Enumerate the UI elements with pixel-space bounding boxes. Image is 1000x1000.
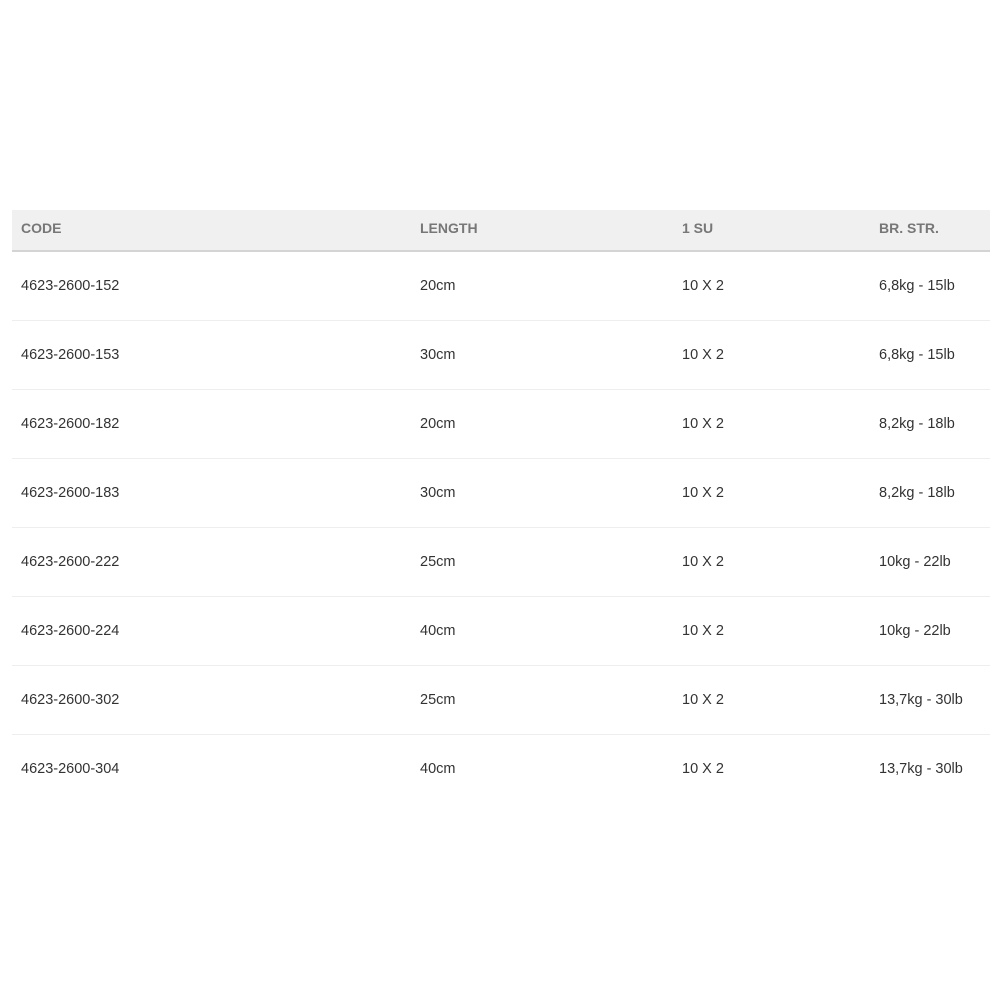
cell-length: 30cm bbox=[420, 485, 456, 501]
cell-code: 4623-2600-152 bbox=[21, 278, 120, 294]
table-header: CODE LENGTH 1 SU BR. STR. bbox=[12, 210, 990, 252]
table-row: 4623-2600-182 20cm 10 X 2 8,2kg - 18lb bbox=[12, 390, 990, 459]
cell-length: 40cm bbox=[420, 623, 456, 639]
cell-breaking-strength: 13,7kg - 30lb bbox=[879, 761, 963, 777]
header-code: CODE bbox=[21, 220, 62, 236]
cell-breaking-strength: 13,7kg - 30lb bbox=[879, 692, 963, 708]
cell-su: 10 X 2 bbox=[682, 347, 724, 363]
cell-code: 4623-2600-153 bbox=[21, 347, 120, 363]
cell-breaking-strength: 8,2kg - 18lb bbox=[879, 416, 955, 432]
table-row: 4623-2600-222 25cm 10 X 2 10kg - 22lb bbox=[12, 528, 990, 597]
table-row: 4623-2600-152 20cm 10 X 2 6,8kg - 15lb bbox=[12, 252, 990, 321]
cell-su: 10 X 2 bbox=[682, 623, 724, 639]
cell-su: 10 X 2 bbox=[682, 278, 724, 294]
table-row: 4623-2600-153 30cm 10 X 2 6,8kg - 15lb bbox=[12, 321, 990, 390]
cell-length: 40cm bbox=[420, 761, 456, 777]
cell-breaking-strength: 10kg - 22lb bbox=[879, 554, 951, 570]
cell-code: 4623-2600-224 bbox=[21, 623, 120, 639]
cell-breaking-strength: 6,8kg - 15lb bbox=[879, 278, 955, 294]
table-row: 4623-2600-302 25cm 10 X 2 13,7kg - 30lb bbox=[12, 666, 990, 735]
table-body: 4623-2600-152 20cm 10 X 2 6,8kg - 15lb 4623-… bbox=[12, 252, 990, 803]
header-length: LENGTH bbox=[420, 220, 478, 236]
product-spec-table: CODE LENGTH 1 SU BR. STR. 4623-2600-152 2… bbox=[12, 210, 990, 803]
header-breaking-strength: BR. STR. bbox=[879, 220, 939, 236]
header-su: 1 SU bbox=[682, 220, 714, 236]
cell-code: 4623-2600-304 bbox=[21, 761, 120, 777]
cell-code: 4623-2600-182 bbox=[21, 416, 120, 432]
cell-length: 20cm bbox=[420, 416, 456, 432]
cell-su: 10 X 2 bbox=[682, 761, 724, 777]
cell-breaking-strength: 6,8kg - 15lb bbox=[879, 347, 955, 363]
cell-breaking-strength: 8,2kg - 18lb bbox=[879, 485, 955, 501]
table-row: 4623-2600-183 30cm 10 X 2 8,2kg - 18lb bbox=[12, 459, 990, 528]
cell-length: 25cm bbox=[420, 692, 456, 708]
cell-length: 25cm bbox=[420, 554, 456, 570]
cell-breaking-strength: 10kg - 22lb bbox=[879, 623, 951, 639]
cell-su: 10 X 2 bbox=[682, 416, 724, 432]
cell-su: 10 X 2 bbox=[682, 485, 724, 501]
cell-su: 10 X 2 bbox=[682, 554, 724, 570]
cell-length: 20cm bbox=[420, 278, 456, 294]
cell-code: 4623-2600-302 bbox=[21, 692, 120, 708]
table-row: 4623-2600-304 40cm 10 X 2 13,7kg - 30lb bbox=[12, 735, 990, 803]
cell-code: 4623-2600-222 bbox=[21, 554, 120, 570]
cell-length: 30cm bbox=[420, 347, 456, 363]
cell-su: 10 X 2 bbox=[682, 692, 724, 708]
cell-code: 4623-2600-183 bbox=[21, 485, 120, 501]
table-row: 4623-2600-224 40cm 10 X 2 10kg - 22lb bbox=[12, 597, 990, 666]
